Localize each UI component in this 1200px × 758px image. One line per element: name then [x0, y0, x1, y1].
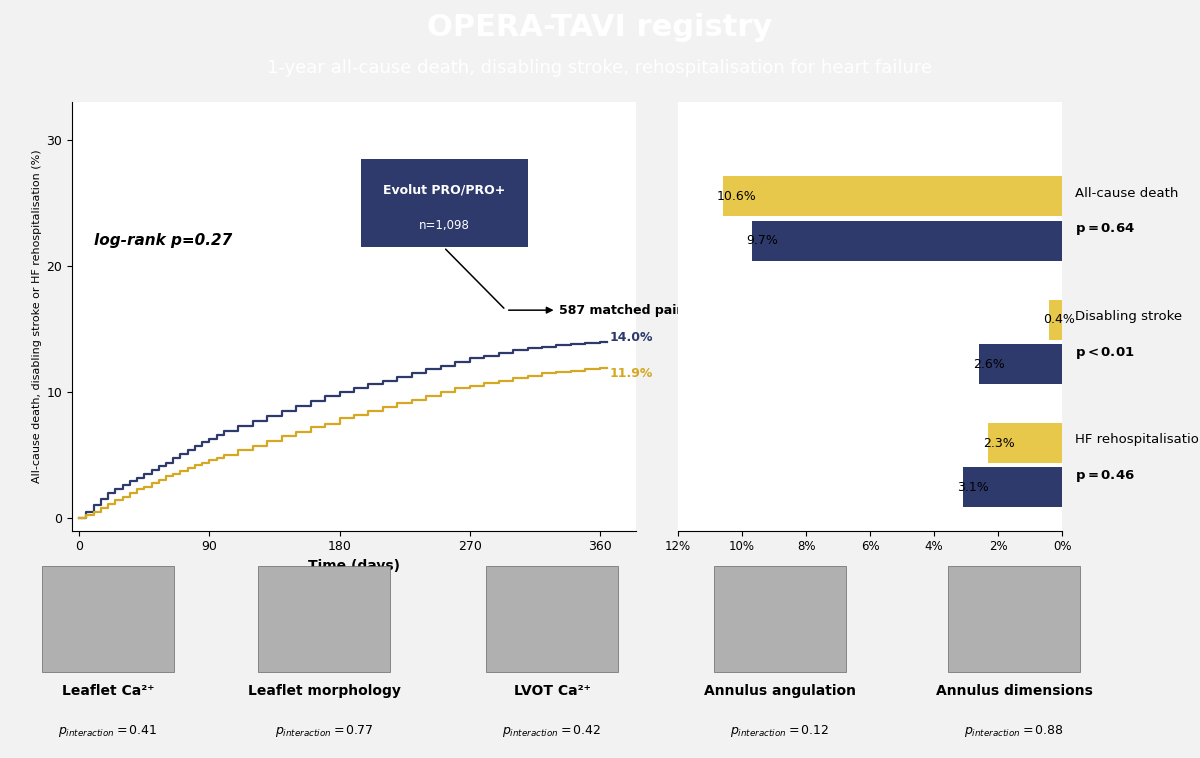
Text: 9.7%: 9.7% — [746, 234, 778, 247]
Text: log-rank p=0.27: log-rank p=0.27 — [94, 233, 232, 249]
X-axis label: Time (days): Time (days) — [308, 559, 400, 573]
Text: 0.4%: 0.4% — [1044, 313, 1075, 326]
Text: n=1,098: n=1,098 — [419, 218, 470, 232]
Text: Annulus angulation: Annulus angulation — [704, 684, 856, 698]
Text: $p_{interaction}$$= 0.12$: $p_{interaction}$$= 0.12$ — [731, 723, 829, 739]
Text: Leaflet morphology: Leaflet morphology — [247, 684, 401, 698]
Text: OPERA-TAVI registry: OPERA-TAVI registry — [427, 14, 773, 42]
Text: 1-year all-cause death, disabling stroke, rehospitalisation for heart failure: 1-year all-cause death, disabling stroke… — [268, 59, 932, 77]
Text: Disabling stroke: Disabling stroke — [1075, 310, 1182, 323]
Text: 587 matched pairs: 587 matched pairs — [559, 304, 690, 317]
Text: $\it{\bf{p<0.01}}$: $\it{\bf{p<0.01}}$ — [1075, 345, 1134, 361]
FancyBboxPatch shape — [361, 159, 528, 247]
Text: 10.6%: 10.6% — [718, 190, 757, 203]
Text: $\it{\bf{p=0.64}}$: $\it{\bf{p=0.64}}$ — [1075, 221, 1135, 237]
Text: $p_{interaction}$$= 0.42$: $p_{interaction}$$= 0.42$ — [503, 723, 601, 739]
Text: $p_{interaction}$$= 0.77$: $p_{interaction}$$= 0.77$ — [275, 723, 373, 739]
FancyBboxPatch shape — [486, 565, 618, 672]
FancyBboxPatch shape — [42, 565, 174, 672]
Text: Leaflet Ca²⁺: Leaflet Ca²⁺ — [61, 684, 155, 698]
Text: Annulus dimensions: Annulus dimensions — [936, 684, 1092, 698]
Text: 14.0%: 14.0% — [610, 331, 654, 344]
Text: 2.6%: 2.6% — [973, 358, 1004, 371]
Text: LVOT Ca²⁺: LVOT Ca²⁺ — [514, 684, 590, 698]
Text: $p_{interaction}$$= 0.41$: $p_{interaction}$$= 0.41$ — [58, 723, 158, 739]
Text: 3.1%: 3.1% — [958, 481, 989, 494]
FancyBboxPatch shape — [948, 565, 1080, 672]
Bar — [989, 423, 1062, 463]
Text: $\it{\bf{p=0.46}}$: $\it{\bf{p=0.46}}$ — [1075, 468, 1134, 484]
Text: 2.3%: 2.3% — [983, 437, 1014, 449]
Text: All-cause death: All-cause death — [1075, 186, 1178, 199]
Text: 11.9%: 11.9% — [610, 367, 653, 380]
FancyBboxPatch shape — [258, 565, 390, 672]
Text: HF rehospitalisation: HF rehospitalisation — [1075, 434, 1200, 446]
Bar — [751, 221, 1062, 261]
Text: Evolut PRO/PRO+: Evolut PRO/PRO+ — [383, 183, 505, 196]
Text: $p_{interaction}$$= 0.88$: $p_{interaction}$$= 0.88$ — [964, 723, 1064, 739]
Bar — [979, 344, 1062, 384]
Bar — [722, 177, 1062, 216]
FancyBboxPatch shape — [714, 565, 846, 672]
Bar — [962, 468, 1062, 507]
Y-axis label: All-cause death, disabling stroke or HF rehospitalisation (%): All-cause death, disabling stroke or HF … — [32, 149, 42, 484]
Bar — [1049, 299, 1062, 340]
